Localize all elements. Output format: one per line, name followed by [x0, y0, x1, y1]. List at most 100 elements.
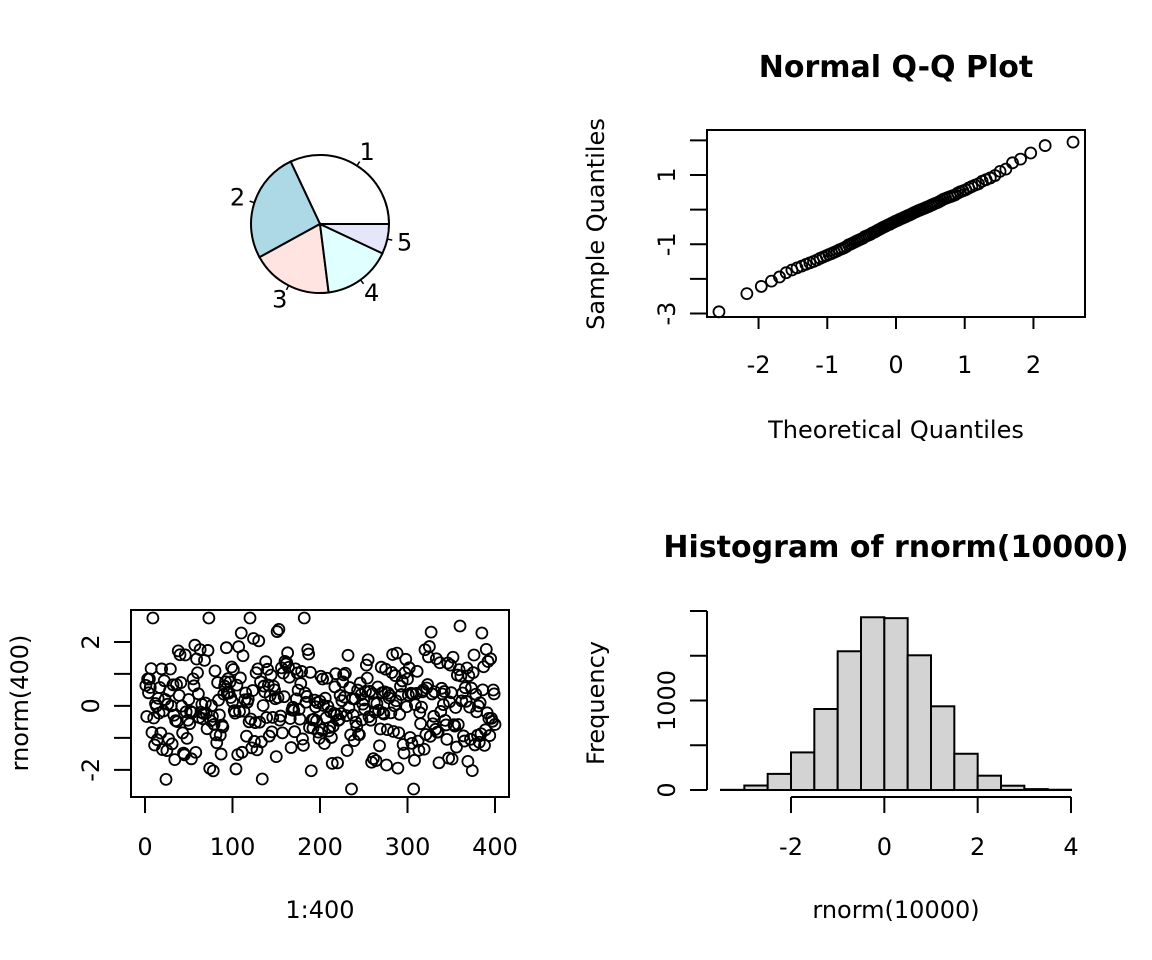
- scatter-point: [142, 686, 155, 700]
- scatter-y-tick-label: 0: [77, 698, 105, 713]
- scatter-point: [385, 666, 399, 679]
- scatter-point: [167, 708, 181, 722]
- scatter-point: [465, 764, 479, 778]
- scatter-point: [405, 736, 419, 750]
- scatter-point: [400, 700, 414, 714]
- scatter-point: [452, 663, 466, 676]
- scatter-point: [397, 746, 411, 760]
- scatter-point: [272, 623, 286, 636]
- scatter-point: [384, 706, 398, 720]
- scatter-point: [287, 703, 301, 717]
- scatter-point: [391, 761, 405, 775]
- pie-slice-3: [258, 222, 330, 294]
- pie-label-tick: [285, 285, 290, 291]
- hist-x-tick-label: 4: [1063, 833, 1078, 861]
- scatter-point: [219, 641, 233, 655]
- scatter-point: [325, 756, 339, 770]
- scatter-point: [455, 694, 469, 708]
- scatter-x-tick-label: 100: [210, 833, 256, 861]
- scatter-point: [297, 611, 311, 625]
- scatter-point: [179, 705, 193, 719]
- pie-label-tick: [249, 200, 255, 204]
- hist-bar: [883, 617, 909, 791]
- scatter-point: [291, 683, 305, 697]
- qq-point: [1066, 135, 1080, 149]
- scatter-point: [210, 736, 224, 750]
- scatter-point: [373, 739, 386, 753]
- scatter-point: [184, 752, 198, 766]
- pie-label-tick: [359, 279, 365, 285]
- scatter-point: [352, 728, 366, 742]
- scatter-point: [165, 737, 179, 751]
- scatter-point: [369, 754, 383, 768]
- scatter-point: [428, 685, 442, 699]
- scatter-point: [234, 626, 248, 640]
- scatter-point: [380, 758, 393, 772]
- hist-y-tick-label: 1000: [653, 670, 681, 731]
- scatter-point: [436, 698, 450, 711]
- scatter-point: [379, 662, 393, 676]
- scatter-point: [412, 743, 426, 757]
- scatter-point: [487, 687, 501, 701]
- scatter-point: [266, 710, 280, 724]
- scatter-point: [361, 653, 375, 667]
- scatter-point: [453, 619, 467, 633]
- pie-label: 3: [272, 286, 287, 314]
- scatter-point: [458, 681, 472, 695]
- scatter-point: [424, 625, 438, 639]
- scatter-point: [202, 611, 216, 625]
- scatter-point: [390, 646, 404, 660]
- scatter-y-tick-label: 2: [77, 634, 105, 649]
- qq-y-tick-label: -3: [653, 302, 681, 326]
- scatter-point: [200, 722, 214, 736]
- scatter-point: [269, 750, 283, 764]
- hist-bar: [1023, 788, 1049, 791]
- qq-ylabel: Sample Quantiles: [582, 118, 610, 330]
- scatter-point: [201, 644, 215, 657]
- scatter-point: [387, 725, 400, 738]
- qq-point: [1006, 156, 1019, 170]
- hist-xlabel: rnorm(10000): [812, 896, 979, 924]
- scatter-point: [481, 655, 495, 668]
- scatter-point: [445, 752, 459, 766]
- qq-x-tick-label: 0: [888, 351, 903, 379]
- scatter-point: [209, 728, 223, 742]
- scatter-point: [143, 681, 157, 694]
- pie-label-tick: [356, 161, 361, 167]
- scatter-point: [402, 661, 416, 675]
- scatter-point: [337, 668, 351, 682]
- pie-slice-4: [318, 222, 384, 294]
- scatter-point: [300, 690, 314, 703]
- scatter-x-tick-label: 400: [472, 833, 518, 861]
- scatter-point: [429, 652, 443, 666]
- qq-point: [1038, 139, 1052, 152]
- qq-x-tick-label: -1: [815, 351, 839, 379]
- scatter-point: [260, 711, 274, 724]
- scatter-point: [233, 671, 247, 685]
- hist-ylabel: Frequency: [582, 641, 610, 765]
- scatter-point: [159, 772, 173, 786]
- scatter-point: [230, 678, 244, 692]
- pie-chart: 1 2 3 45: [230, 138, 412, 314]
- scatter-point: [403, 731, 417, 744]
- scatter-ylabel: rnorm(400): [6, 635, 34, 772]
- qq-y-tick-label: -1: [653, 232, 681, 256]
- pie-label: 1: [360, 138, 375, 166]
- scatter-x-tick-label: 0: [137, 833, 152, 861]
- scatter-point: [431, 725, 445, 739]
- scatter-point: [315, 723, 329, 737]
- scatter-point: [446, 650, 460, 664]
- scatter-point: [478, 738, 491, 752]
- scatter-point: [268, 683, 281, 697]
- hist-bar: [1000, 784, 1026, 791]
- hist-bar: [836, 650, 863, 792]
- scatter-point: [409, 687, 423, 700]
- qq-point: [712, 305, 726, 319]
- scatter-point: [144, 662, 158, 676]
- scatter-point: [414, 717, 428, 731]
- scatter-point: [392, 726, 406, 740]
- scatter-point: [484, 652, 498, 666]
- index-scatter-plot: 1:400 rnorm(400) 0 100 200 300 400 -2 0 2: [6, 609, 518, 924]
- scatter-point: [203, 761, 217, 775]
- hist-bar: [766, 772, 793, 792]
